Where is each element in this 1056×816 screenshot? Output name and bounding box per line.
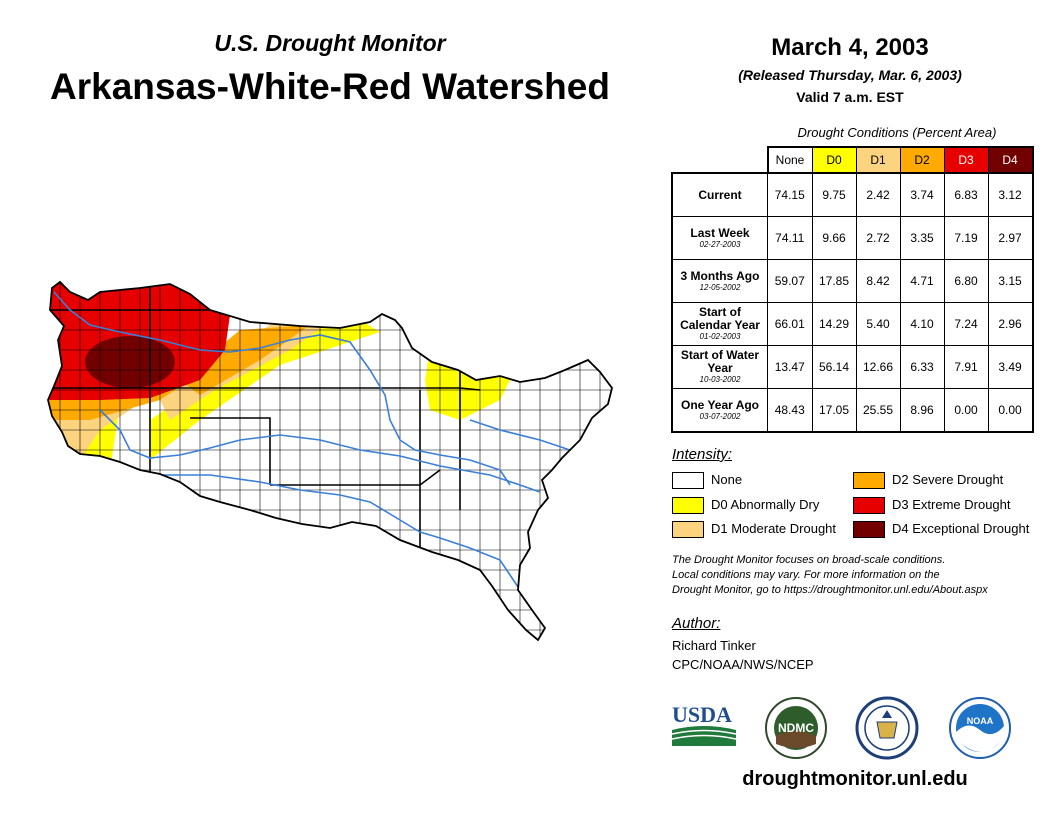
legend-label-d1: D1 Moderate Drought xyxy=(711,521,837,536)
col-header-d3: D3 xyxy=(943,146,989,174)
col-header-d2: D2 xyxy=(899,146,945,174)
cell-none: 74.15 xyxy=(767,172,813,217)
ndmc-logo: NDMC xyxy=(765,697,827,759)
cell-d0: 17.05 xyxy=(811,388,857,433)
drought-conditions-table: None D0 D1 D2 D3 D4 Current 74.15 9.75 2… xyxy=(671,146,1034,433)
cell-d1: 25.55 xyxy=(855,388,901,433)
col-header-d0: D0 xyxy=(811,146,857,174)
d1-area-band xyxy=(160,322,330,420)
legend-swatch-d1 xyxy=(672,521,704,538)
cell-d3: 7.19 xyxy=(943,216,989,260)
cell-none: 66.01 xyxy=(767,302,813,346)
cell-d2: 3.35 xyxy=(899,216,945,260)
legend-swatch-d0 xyxy=(672,497,704,514)
row-label: Current xyxy=(671,172,768,217)
cell-d0: 14.29 xyxy=(811,302,857,346)
watershed-map xyxy=(47,280,613,642)
legend-swatch-d3 xyxy=(853,497,885,514)
legend-label-d2: D2 Severe Drought xyxy=(892,472,1004,487)
row-label: 3 Months Ago 12-05-2002 xyxy=(671,259,768,303)
svg-text:USDA: USDA xyxy=(672,702,732,727)
legend-title: Intensity: xyxy=(672,446,733,463)
cell-d0: 9.75 xyxy=(811,172,857,217)
legend-swatch-d2 xyxy=(853,472,885,489)
commerce-seal-logo xyxy=(855,696,919,760)
legend-label-d0: D0 Abnormally Dry xyxy=(711,497,820,512)
cell-none: 74.11 xyxy=(767,216,813,260)
author-name: Richard Tinker xyxy=(672,638,756,653)
d2-area-band xyxy=(180,325,310,395)
cell-d1: 5.40 xyxy=(855,302,901,346)
note-line: The Drought Monitor focuses on broad-sca… xyxy=(672,554,946,566)
col-header-none: None xyxy=(766,146,813,174)
cell-d2: 8.96 xyxy=(899,388,945,433)
legend-label-d3: D3 Extreme Drought xyxy=(892,497,1011,512)
note-line: Local conditions may vary. For more info… xyxy=(672,569,940,581)
cell-d4: 3.12 xyxy=(987,172,1034,217)
cell-d0: 9.66 xyxy=(811,216,857,260)
table-row: Last Week 02-27-2003 74.11 9.66 2.72 3.35… xyxy=(671,216,1034,260)
row-label: Start of Water Year 10-03-2002 xyxy=(671,345,768,389)
table-corner xyxy=(672,147,768,173)
table-row: 3 Months Ago 12-05-2002 59.07 17.85 8.42 … xyxy=(671,259,1034,303)
cell-d1: 2.72 xyxy=(855,216,901,260)
valid-time: Valid 7 a.m. EST xyxy=(796,89,904,105)
author-org: CPC/NOAA/NWS/NCEP xyxy=(672,657,814,672)
row-label: Last Week 02-27-2003 xyxy=(671,216,768,260)
cell-d4: 2.96 xyxy=(987,302,1034,346)
cell-d1: 2.42 xyxy=(855,172,901,217)
cell-d2: 4.71 xyxy=(899,259,945,303)
cell-d4: 3.15 xyxy=(987,259,1034,303)
legend-swatch-none xyxy=(672,472,704,489)
map-title: Arkansas-White-Red Watershed xyxy=(50,66,610,107)
site-url[interactable]: droughtmonitor.unl.edu xyxy=(742,768,968,790)
cell-d1: 12.66 xyxy=(855,345,901,389)
noaa-logo: NOAA xyxy=(949,697,1011,759)
cell-d2: 4.10 xyxy=(899,302,945,346)
svg-text:NDMC: NDMC xyxy=(778,721,814,735)
cell-none: 48.43 xyxy=(767,388,813,433)
table-header-row: None D0 D1 D2 D3 D4 xyxy=(672,146,1034,174)
cell-d3: 7.24 xyxy=(943,302,989,346)
usda-logo: USDA xyxy=(671,702,737,746)
release-date: (Released Thursday, Mar. 6, 2003) xyxy=(738,67,962,83)
cell-d1: 8.42 xyxy=(855,259,901,303)
legend-swatch-d4 xyxy=(853,521,885,538)
col-header-d4: D4 xyxy=(987,146,1034,174)
d4-area xyxy=(85,336,175,388)
table-row: Start of Calendar Year 01-02-2003 66.01 1… xyxy=(671,302,1034,346)
cell-d2: 3.74 xyxy=(899,172,945,217)
cell-d4: 3.49 xyxy=(987,345,1034,389)
cell-d2: 6.33 xyxy=(899,345,945,389)
cell-none: 59.07 xyxy=(767,259,813,303)
table-row: Start of Water Year 10-03-2002 13.47 56.1… xyxy=(671,345,1034,389)
cell-d0: 56.14 xyxy=(811,345,857,389)
cell-d3: 7.91 xyxy=(943,345,989,389)
map-subtitle: U.S. Drought Monitor xyxy=(214,30,446,56)
cell-d4: 2.97 xyxy=(987,216,1034,260)
watershed-outline xyxy=(47,280,613,642)
note-line: Drought Monitor, go to https://droughtmo… xyxy=(672,584,988,596)
cell-d3: 6.80 xyxy=(943,259,989,303)
author-label: Author: xyxy=(672,615,721,632)
svg-text:NOAA: NOAA xyxy=(967,716,994,726)
drought-monitor-note: The Drought Monitor focuses on broad-sca… xyxy=(672,553,1042,598)
table-row: Current 74.15 9.75 2.42 3.74 6.83 3.12 xyxy=(671,172,1034,217)
map-date: March 4, 2003 xyxy=(771,34,929,61)
cell-d4: 0.00 xyxy=(987,388,1034,433)
col-header-d1: D1 xyxy=(855,146,901,174)
cell-d3: 6.83 xyxy=(943,172,989,217)
legend-label-none: None xyxy=(711,472,743,487)
row-label: One Year Ago 03-07-2002 xyxy=(671,388,768,433)
legend-label-d4: D4 Exceptional Drought xyxy=(892,521,1030,536)
cell-none: 13.47 xyxy=(767,345,813,389)
cell-d0: 17.85 xyxy=(811,259,857,303)
cell-d3: 0.00 xyxy=(943,388,989,433)
row-label: Start of Calendar Year 01-02-2003 xyxy=(671,302,768,346)
table-caption: Drought Conditions (Percent Area) xyxy=(797,125,997,140)
table-row: One Year Ago 03-07-2002 48.43 17.05 25.55… xyxy=(671,388,1034,433)
